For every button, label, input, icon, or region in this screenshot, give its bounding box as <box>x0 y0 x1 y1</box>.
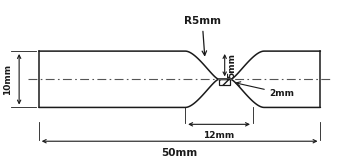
Text: 50mm: 50mm <box>161 148 198 158</box>
Text: 5mm: 5mm <box>227 53 236 78</box>
Text: 10mm: 10mm <box>3 64 12 95</box>
Text: 2mm: 2mm <box>236 82 295 98</box>
Text: 12mm: 12mm <box>203 131 235 140</box>
Text: R5mm: R5mm <box>183 16 221 55</box>
Bar <box>219 79 230 85</box>
